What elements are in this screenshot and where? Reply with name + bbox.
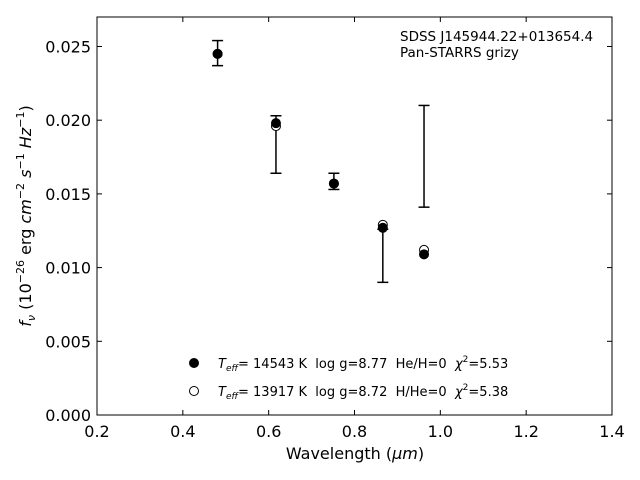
annotation-object: SDSS J145944.22+013654.4	[400, 29, 593, 45]
y-tick-label: 0.025	[45, 37, 91, 56]
legend-marker-open	[189, 386, 199, 396]
y-tick-label: 0.015	[45, 185, 91, 204]
x-tick-label: 0.8	[342, 422, 367, 441]
annotation-survey: Pan-STARRS grizy	[400, 45, 519, 61]
x-tick-label: 0.6	[256, 422, 281, 441]
x-tick-label: 0.2	[84, 422, 109, 441]
legend-label-he-model: Teff= 13917 K log g=8.72 H/He=0 χ2=5.38	[218, 383, 508, 402]
legend-label-h-model: Teff= 14543 K log g=8.77 He/H=0 χ2=5.53	[218, 355, 508, 374]
y-tick-label: 0.010	[45, 259, 91, 278]
y-tick-label: 0.005	[45, 332, 91, 351]
point-filled	[377, 222, 388, 233]
y-axis-label: fν (10−26 erg cm−2 s−1 Hz−1)	[14, 105, 38, 326]
x-tick-label: 1.2	[513, 422, 538, 441]
plot-frame	[96, 16, 613, 416]
x-tick-label: 1.4	[599, 422, 624, 441]
point-filled	[212, 48, 223, 59]
point-filled	[328, 178, 339, 189]
x-tick-label: 1.0	[428, 422, 453, 441]
x-tick-label: 0.4	[170, 422, 195, 441]
axis-ticks: 0.2 0.4 0.6 0.8 1.0 1.2 1.4 0.000 0.005 0.010 0.01…	[45, 17, 625, 441]
y-tick-label: 0.020	[45, 111, 91, 130]
point-filled	[270, 118, 281, 129]
error-bar	[418, 104, 430, 208]
y-tick-label: 0.000	[45, 406, 91, 425]
data-marks	[212, 39, 430, 284]
legend: Teff= 14543 K log g=8.77 He/H=0 χ2=5.53 …	[189, 355, 508, 402]
x-axis-label: Wavelength (μm)	[286, 444, 424, 463]
legend-marker-filled	[189, 358, 199, 368]
point-filled	[419, 249, 430, 260]
